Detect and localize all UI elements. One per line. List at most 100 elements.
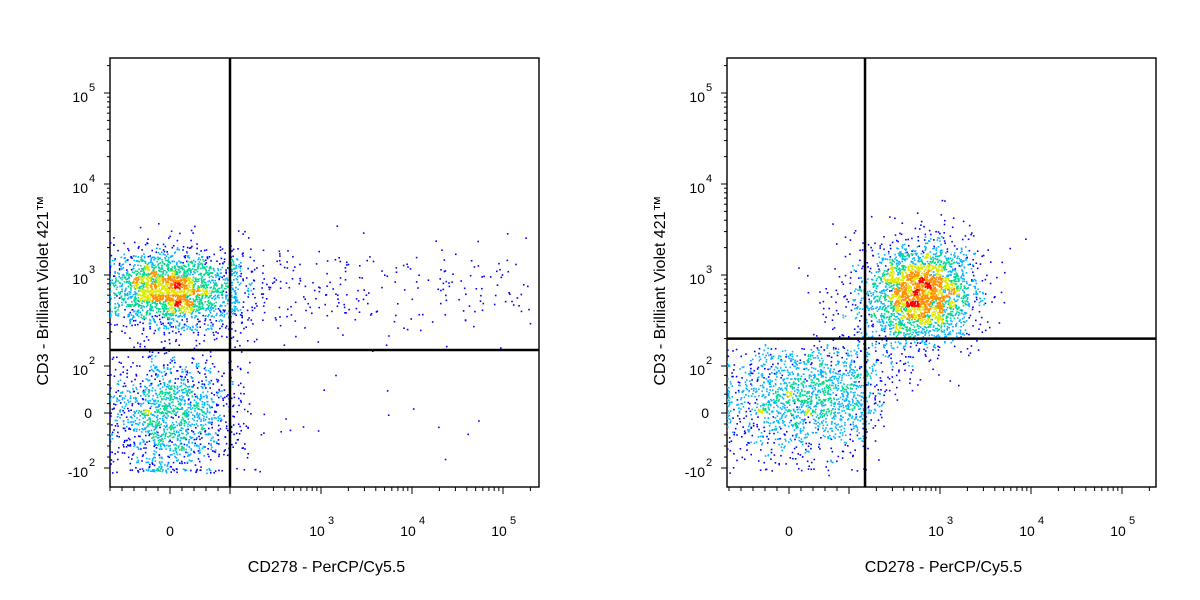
event-dot xyxy=(110,454,111,456)
event-dot xyxy=(193,433,196,435)
event-dot xyxy=(144,268,147,271)
event-dot xyxy=(138,365,141,367)
event-dot xyxy=(168,309,171,311)
event-dot xyxy=(236,439,239,441)
event-dot xyxy=(285,418,287,420)
event-dot xyxy=(247,453,249,455)
event-dot xyxy=(204,301,206,303)
event-dot xyxy=(150,279,153,282)
event-dot xyxy=(184,285,186,288)
event-dot xyxy=(157,251,160,254)
event-dot xyxy=(839,369,841,372)
event-dot xyxy=(215,320,218,322)
event-dot xyxy=(435,240,437,242)
event-dot xyxy=(103,466,105,468)
event-dot xyxy=(182,288,185,291)
event-dot xyxy=(141,380,144,382)
event-dot xyxy=(397,303,399,305)
event-dot xyxy=(132,362,134,364)
event-dot xyxy=(180,442,183,445)
event-dot xyxy=(875,271,878,273)
event-dot xyxy=(174,289,176,292)
event-dot xyxy=(165,305,167,307)
event-dot xyxy=(232,260,234,262)
event-dot xyxy=(924,233,927,236)
event-dot xyxy=(249,361,251,364)
event-dot xyxy=(203,279,205,281)
event-dot xyxy=(248,317,250,319)
event-dot xyxy=(201,386,204,389)
event-dot xyxy=(187,263,190,266)
event-dot xyxy=(141,438,144,441)
event-dot xyxy=(135,398,137,401)
event-dot xyxy=(191,309,193,311)
event-dot xyxy=(313,289,316,292)
event-dot xyxy=(156,324,158,326)
event-dot xyxy=(880,380,883,382)
event-dot xyxy=(130,415,132,418)
event-dot xyxy=(151,265,153,268)
event-dot xyxy=(196,270,199,273)
event-dot xyxy=(150,368,153,371)
event-dot xyxy=(191,245,193,248)
event-dot xyxy=(165,280,167,282)
event-dot xyxy=(120,414,123,416)
event-dot xyxy=(147,289,149,291)
event-dot xyxy=(184,469,187,472)
event-dot xyxy=(279,324,282,327)
event-dot xyxy=(123,257,126,260)
event-dot xyxy=(181,298,184,301)
event-dot xyxy=(149,323,152,325)
event-dot xyxy=(209,433,211,435)
event-dot xyxy=(186,370,188,373)
event-dot xyxy=(177,446,180,449)
event-dot xyxy=(758,347,761,350)
event-dot xyxy=(133,285,136,287)
event-dot xyxy=(751,418,753,421)
event-dot xyxy=(295,335,297,338)
event-dot xyxy=(113,263,115,265)
event-dot xyxy=(217,308,220,310)
event-dot xyxy=(210,275,213,277)
event-dot xyxy=(125,403,128,405)
event-dot xyxy=(236,308,238,310)
event-dot xyxy=(134,264,136,266)
event-dot xyxy=(201,296,203,298)
event-dot xyxy=(174,393,177,395)
event-dot xyxy=(222,278,225,281)
event-dot xyxy=(218,453,220,456)
event-dot xyxy=(874,402,877,404)
event-dot xyxy=(180,403,182,405)
event-dot xyxy=(205,308,208,310)
event-dot xyxy=(139,226,142,229)
event-dot xyxy=(851,469,853,471)
event-dot xyxy=(943,240,946,242)
event-dot xyxy=(838,276,841,278)
event-dot xyxy=(180,333,182,336)
event-dot xyxy=(221,390,223,392)
event-dot xyxy=(171,298,174,300)
event-dot xyxy=(154,286,157,289)
event-dot xyxy=(147,356,150,359)
event-dot xyxy=(213,338,216,341)
event-dot xyxy=(878,334,881,337)
event-dot xyxy=(181,376,183,378)
event-dot xyxy=(121,406,124,408)
event-dot xyxy=(824,321,826,323)
event-dot xyxy=(944,200,946,202)
event-dot xyxy=(111,434,113,436)
event-dot xyxy=(235,277,238,280)
event-dot xyxy=(178,433,181,436)
event-dot xyxy=(958,265,961,267)
event-dot xyxy=(180,307,182,310)
event-dot xyxy=(163,425,166,427)
event-dot xyxy=(200,432,202,435)
event-dot xyxy=(222,399,224,401)
event-dot xyxy=(210,443,212,445)
event-dot xyxy=(110,283,111,285)
event-dot xyxy=(152,370,155,373)
event-dot xyxy=(883,394,885,397)
event-dot xyxy=(151,315,154,318)
event-dot xyxy=(154,301,156,304)
event-dot xyxy=(157,434,160,437)
